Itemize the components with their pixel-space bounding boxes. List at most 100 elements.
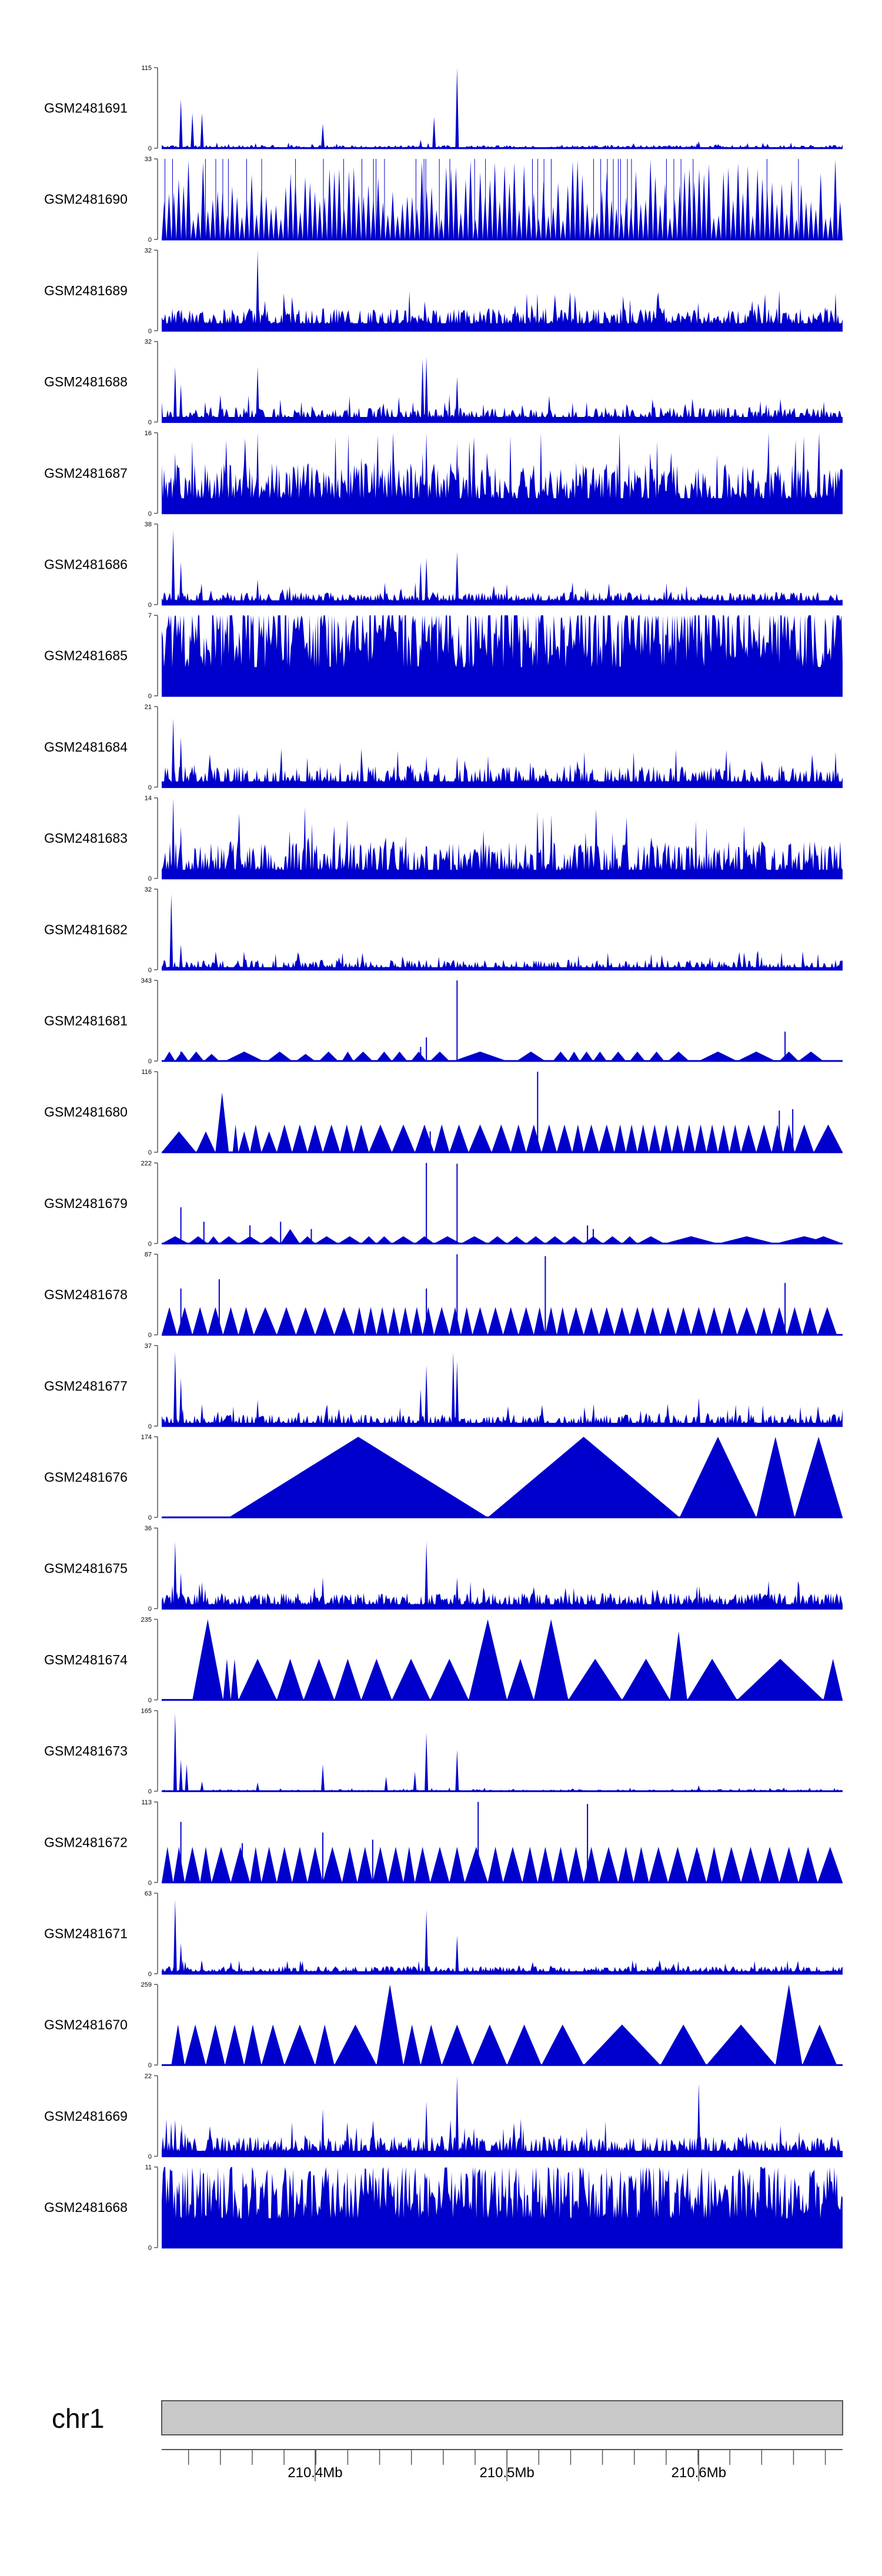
y-max-label: 63 bbox=[145, 1890, 152, 1897]
triangle-mark bbox=[219, 1236, 239, 1244]
y-min-label: 0 bbox=[148, 1058, 152, 1065]
peak-mark bbox=[455, 442, 459, 513]
track-GSM2481683: GSM2481683 14 0 bbox=[44, 795, 843, 883]
peak-mark bbox=[173, 453, 177, 513]
triangle-mark bbox=[660, 1307, 676, 1335]
track-GSM2481680: GSM2481680 116 0 bbox=[44, 1069, 843, 1156]
y-min-label: 0 bbox=[148, 2062, 152, 2069]
triangle-mark bbox=[387, 1307, 400, 1335]
sawtooth-mark bbox=[249, 174, 255, 240]
triangle-mark bbox=[376, 1052, 392, 1061]
triangle-mark bbox=[238, 1659, 277, 1700]
y-max-label: 16 bbox=[145, 430, 152, 437]
triangle-mark bbox=[472, 2024, 507, 2066]
triangle-mark bbox=[230, 1659, 239, 1700]
y-min-label: 0 bbox=[148, 1240, 152, 1247]
y-min-label: 0 bbox=[148, 2153, 152, 2160]
track-label: GSM2481678 bbox=[44, 1287, 128, 1302]
triangle-mark bbox=[706, 1307, 722, 1335]
triangle-mark bbox=[679, 1437, 757, 1517]
signal-area bbox=[162, 807, 843, 879]
sawtooth-mark bbox=[302, 176, 308, 240]
triangle-mark bbox=[487, 1307, 503, 1335]
sawtooth-mark bbox=[769, 182, 775, 240]
triangle-mark bbox=[526, 1236, 546, 1244]
peak-mark bbox=[420, 453, 425, 513]
track-label: GSM2481670 bbox=[44, 2017, 128, 2033]
sawtooth-mark bbox=[687, 168, 692, 240]
triangle-mark bbox=[683, 1124, 695, 1153]
triangle-mark bbox=[442, 2024, 473, 2066]
sawtooth-mark bbox=[502, 165, 507, 240]
sawtooth-mark bbox=[565, 185, 570, 240]
triangle-mark bbox=[353, 1124, 369, 1153]
sawtooth-mark bbox=[346, 171, 352, 240]
y-min-label: 0 bbox=[148, 145, 152, 152]
sawtooth-mark bbox=[803, 202, 809, 240]
sawtooth-mark bbox=[181, 185, 186, 240]
triangle-mark bbox=[361, 1236, 377, 1244]
sawtooth-mark bbox=[487, 179, 493, 240]
signal-area bbox=[162, 950, 843, 970]
triangle-mark bbox=[223, 1307, 239, 1335]
y-min-label: 0 bbox=[148, 2245, 152, 2252]
sawtooth-mark bbox=[555, 182, 561, 240]
sawtooth-mark bbox=[308, 182, 313, 240]
triangle-mark bbox=[687, 1659, 737, 1700]
triangle-mark bbox=[415, 1124, 435, 1153]
triangle-mark bbox=[568, 1307, 584, 1335]
triangle-mark bbox=[465, 1847, 488, 1883]
track-label: GSM2481686 bbox=[44, 557, 128, 572]
signal-area bbox=[162, 395, 843, 422]
sawtooth-mark bbox=[560, 219, 566, 240]
triangle-mark bbox=[580, 1052, 593, 1061]
peak-mark bbox=[411, 402, 415, 422]
triangle-mark bbox=[225, 2024, 245, 2066]
sawtooth-mark bbox=[312, 191, 318, 240]
sawtooth-mark bbox=[229, 186, 235, 240]
triangle-mark bbox=[392, 1659, 430, 1700]
peak-mark bbox=[200, 1961, 204, 1974]
peak-mark bbox=[171, 798, 175, 879]
peak-mark bbox=[173, 366, 177, 422]
y-min-label: 0 bbox=[148, 1788, 152, 1796]
triangle-mark bbox=[593, 1052, 607, 1061]
y-max-label: 21 bbox=[145, 703, 152, 710]
triangle-mark bbox=[556, 1124, 573, 1153]
y-max-label: 32 bbox=[145, 339, 152, 346]
triangle-mark bbox=[583, 1124, 599, 1153]
triangle-mark bbox=[342, 1847, 358, 1883]
triangle-mark bbox=[622, 1659, 670, 1700]
triangle-mark bbox=[315, 1236, 339, 1244]
triangle-mark bbox=[737, 1052, 776, 1061]
sawtooth-mark bbox=[473, 219, 478, 240]
chromosome-band bbox=[161, 2400, 843, 2435]
triangle-mark bbox=[741, 1847, 760, 1883]
triangle-mark bbox=[518, 1307, 534, 1335]
sawtooth-mark bbox=[550, 206, 556, 240]
triangle-mark bbox=[691, 1307, 707, 1335]
triangle-mark bbox=[817, 1847, 843, 1883]
triangle-mark bbox=[399, 1307, 412, 1335]
triangle-mark bbox=[741, 1124, 757, 1153]
signal-area bbox=[162, 2118, 843, 2157]
triangle-mark bbox=[823, 1659, 843, 1700]
triangle-mark bbox=[614, 1124, 626, 1153]
peak-mark bbox=[419, 562, 423, 605]
triangle-mark bbox=[706, 2024, 776, 2066]
triangle-mark bbox=[622, 1236, 637, 1244]
sawtooth-mark bbox=[799, 183, 804, 240]
y-min-label: 0 bbox=[148, 693, 152, 700]
major-tick-label: 210.6Mb bbox=[671, 2465, 726, 2481]
sawtooth-mark bbox=[594, 212, 600, 240]
triangle-mark bbox=[487, 1236, 507, 1244]
track-GSM2481684: GSM2481684 21 0 bbox=[44, 703, 843, 791]
y-min-label: 0 bbox=[148, 1606, 152, 1613]
triangle-mark bbox=[522, 1847, 538, 1883]
triangle-mark bbox=[403, 1847, 415, 1883]
triangle-mark bbox=[487, 1437, 680, 1517]
triangle-mark bbox=[315, 1307, 335, 1335]
track-GSM2481686: GSM2481686 38 0 bbox=[44, 521, 843, 609]
peak-mark bbox=[179, 826, 183, 879]
sawtooth-mark bbox=[468, 160, 473, 240]
